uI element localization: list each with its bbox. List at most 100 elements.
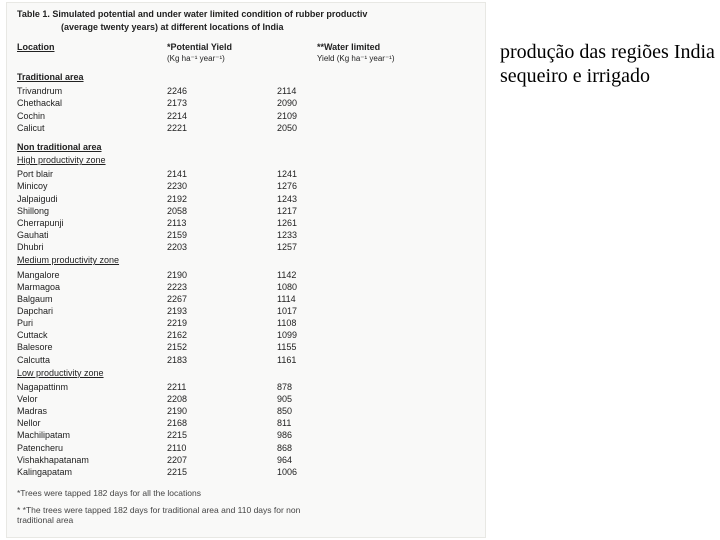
cell-potential: 2267 (167, 293, 277, 305)
cell-potential: 2152 (167, 341, 277, 353)
cell-water: 1217 (277, 205, 387, 217)
cell-potential: 2230 (167, 180, 277, 192)
cell-water: 1257 (277, 241, 387, 253)
table-row: Dapchari21931017 (17, 305, 475, 317)
table-body: Traditional areaTrivandrum22462114Chetha… (17, 72, 475, 478)
table-row: Jalpaigudi21921243 (17, 193, 475, 205)
table-row: Balgaum22671114 (17, 293, 475, 305)
table-row: Cherrapunji21131261 (17, 217, 475, 229)
subsection-title: Low productivity zone (17, 368, 475, 379)
cell-water: 868 (277, 442, 387, 454)
cell-water: 1155 (277, 341, 387, 353)
cell-location: Cherrapunji (17, 217, 167, 229)
cell-location: Shillong (17, 205, 167, 217)
cell-location: Chethackal (17, 97, 167, 109)
cell-location: Minicoy (17, 180, 167, 192)
table-row: Port blair21411241 (17, 168, 475, 180)
footnote-2: * *The trees were tapped 182 days for tr… (17, 505, 475, 516)
cell-water: 878 (277, 381, 387, 393)
cell-location: Balesore (17, 341, 167, 353)
table-row: Marmagoa22231080 (17, 281, 475, 293)
cell-water: 1080 (277, 281, 387, 293)
cell-location: Machilipatam (17, 429, 167, 441)
header-water: **Water limited Yield (Kg ha⁻¹ year⁻¹) (317, 42, 467, 65)
cell-water: 2090 (277, 97, 387, 109)
cell-potential: 2219 (167, 317, 277, 329)
table-row: Mangalore21901142 (17, 269, 475, 281)
table-caption-2: (average twenty years) at different loca… (61, 22, 475, 33)
table-row: Kalingapatam22151006 (17, 466, 475, 478)
cell-water: 986 (277, 429, 387, 441)
cell-potential: 2215 (167, 466, 277, 478)
table-row: Cuttack21621099 (17, 329, 475, 341)
cell-potential: 2208 (167, 393, 277, 405)
table-row: Puri22191108 (17, 317, 475, 329)
cell-location: Dapchari (17, 305, 167, 317)
table-row: Calcutta21831161 (17, 354, 475, 366)
cell-location: Dhubri (17, 241, 167, 253)
cell-location: Cochin (17, 110, 167, 122)
footnote-3: traditional area (17, 515, 475, 526)
cell-potential: 2190 (167, 269, 277, 281)
cell-potential: 2162 (167, 329, 277, 341)
table-row: Patencheru2110868 (17, 442, 475, 454)
cell-water: 905 (277, 393, 387, 405)
cell-water: 1099 (277, 329, 387, 341)
section-title: Non traditional area (17, 142, 475, 153)
cell-water: 1108 (277, 317, 387, 329)
cell-location: Calicut (17, 122, 167, 134)
cell-location: Mangalore (17, 269, 167, 281)
subsection-title: Medium productivity zone (17, 255, 475, 266)
cell-water: 1017 (277, 305, 387, 317)
table-row: Machilipatam2215986 (17, 429, 475, 441)
cell-potential: 2173 (167, 97, 277, 109)
cell-location: Jalpaigudi (17, 193, 167, 205)
cell-location: Kalingapatam (17, 466, 167, 478)
header-location: Location (17, 42, 167, 65)
cell-location: Vishakhapatanam (17, 454, 167, 466)
table-row: Velor2208905 (17, 393, 475, 405)
table-row: Nagapattinm2211878 (17, 381, 475, 393)
cell-potential: 2193 (167, 305, 277, 317)
cell-water: 1243 (277, 193, 387, 205)
cell-water: 1261 (277, 217, 387, 229)
cell-water: 1241 (277, 168, 387, 180)
cell-location: Calcutta (17, 354, 167, 366)
cell-water: 1006 (277, 466, 387, 478)
cell-location: Marmagoa (17, 281, 167, 293)
table-row: Nellor2168811 (17, 417, 475, 429)
table-row: Vishakhapatanam2207964 (17, 454, 475, 466)
table-row: Trivandrum22462114 (17, 85, 475, 97)
cell-potential: 2110 (167, 442, 277, 454)
table-row: Minicoy22301276 (17, 180, 475, 192)
cell-water: 1142 (277, 269, 387, 281)
cell-water: 964 (277, 454, 387, 466)
cell-water: 1161 (277, 354, 387, 366)
cell-potential: 2223 (167, 281, 277, 293)
header-potential: *Potential Yield (Kg ha⁻¹ year⁻¹) (167, 42, 317, 65)
table-row: Balesore21521155 (17, 341, 475, 353)
subsection-title: High productivity zone (17, 155, 475, 166)
footnote-1: *Trees were tapped 182 days for all the … (17, 488, 475, 499)
cell-water: 2109 (277, 110, 387, 122)
cell-potential: 2203 (167, 241, 277, 253)
cell-location: Gauhati (17, 229, 167, 241)
cell-potential: 2141 (167, 168, 277, 180)
cell-potential: 2211 (167, 381, 277, 393)
cell-potential: 2183 (167, 354, 277, 366)
cell-location: Trivandrum (17, 85, 167, 97)
cell-potential: 2058 (167, 205, 277, 217)
cell-potential: 2246 (167, 85, 277, 97)
cell-potential: 2207 (167, 454, 277, 466)
cell-location: Balgaum (17, 293, 167, 305)
cell-location: Puri (17, 317, 167, 329)
table-row: Gauhati21591233 (17, 229, 475, 241)
cell-location: Nellor (17, 417, 167, 429)
cell-water: 1114 (277, 293, 387, 305)
cell-water: 2050 (277, 122, 387, 134)
table-row: Madras2190850 (17, 405, 475, 417)
cell-location: Port blair (17, 168, 167, 180)
cell-potential: 2113 (167, 217, 277, 229)
table-row: Calicut22212050 (17, 122, 475, 134)
cell-water: 850 (277, 405, 387, 417)
